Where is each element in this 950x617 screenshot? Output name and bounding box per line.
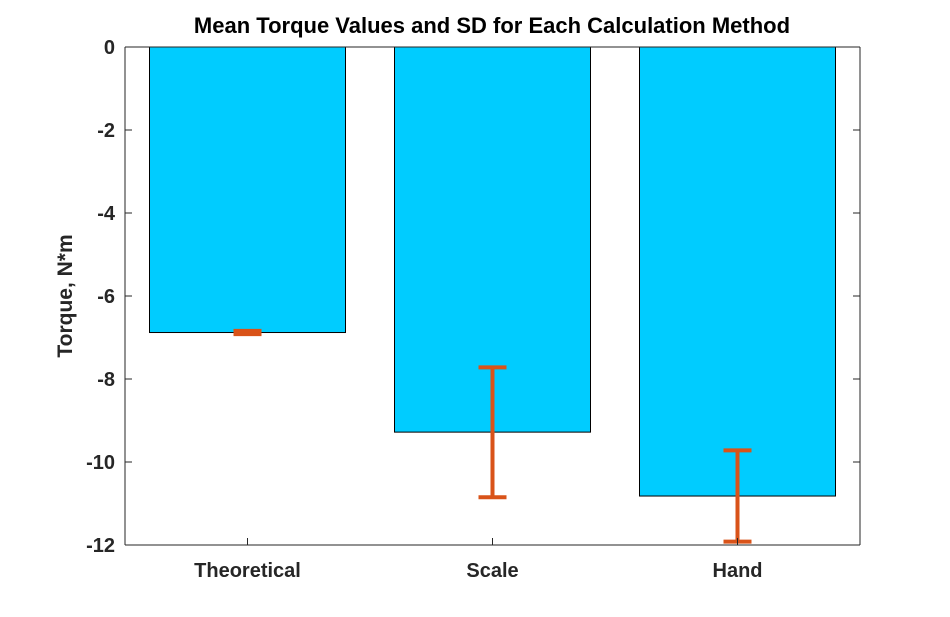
bar-hand <box>639 46 836 497</box>
y-axis-label: Torque, N*m <box>54 234 77 357</box>
chart-title: Mean Torque Values and SD for Each Calcu… <box>194 13 790 38</box>
y-tick-label: -4 <box>97 203 116 225</box>
error-bar-theoretical <box>233 328 262 337</box>
y-tick-label: -8 <box>97 369 115 391</box>
y-tick-label: -6 <box>97 286 115 308</box>
x-tick-label-scale: Scale <box>466 560 518 582</box>
error-bars-group <box>233 328 752 544</box>
y-tick-label: -10 <box>86 452 115 474</box>
ticks-group: 0 -2 -4 -6 -8 -10 -12 Theoretical Scale Hand <box>86 37 860 582</box>
x-tick-label-theoretical: Theoretical <box>194 560 301 582</box>
x-tick-label-hand: Hand <box>713 560 763 582</box>
bar-theoretical <box>149 46 346 334</box>
y-tick-label: 0 <box>104 37 115 59</box>
y-tick-label: -2 <box>97 120 115 142</box>
y-tick-label: -12 <box>86 535 115 557</box>
error-bar-scale <box>478 365 507 500</box>
